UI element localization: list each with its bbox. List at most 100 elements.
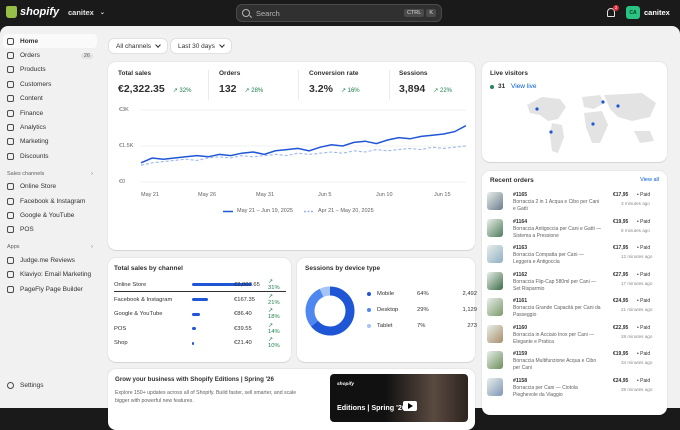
view-live-link[interactable]: View live bbox=[511, 83, 537, 90]
channel-change: ↗ 21% bbox=[268, 293, 280, 306]
device-row-mobile[interactable]: Mobile 64% 2,492 bbox=[367, 288, 477, 300]
sidebar-item-online-store[interactable]: Online Store bbox=[3, 180, 97, 194]
x-tick-label: Jun 15 bbox=[434, 192, 451, 198]
visitor-dot bbox=[535, 107, 539, 111]
order-row[interactable]: #1163 Borraccia Compatta per Cani — Legge… bbox=[487, 243, 663, 267]
date-range-filter[interactable]: Last 30 days bbox=[170, 38, 232, 54]
product-thumbnail bbox=[487, 377, 503, 396]
x-tick-label: Jun 10 bbox=[376, 192, 393, 198]
legend-dot-icon bbox=[367, 324, 371, 328]
user-menu[interactable]: CA canitex bbox=[626, 6, 670, 19]
order-status: • Paid bbox=[637, 298, 651, 304]
store-icon bbox=[7, 183, 14, 191]
order-id: #1163 bbox=[513, 245, 528, 251]
chevron-down-icon bbox=[155, 42, 161, 48]
live-visitors-count: 31 bbox=[490, 83, 505, 90]
order-product-name: Borraccia Compatta per Cani — Leggera e … bbox=[513, 252, 584, 265]
product-thumbnail bbox=[487, 192, 503, 210]
sidebar-item-settings[interactable]: Settings bbox=[3, 378, 97, 392]
order-product-name: Borraccia per Cani — Ciotola Pieghevole … bbox=[513, 384, 578, 398]
pagefly-icon bbox=[7, 285, 14, 293]
sidebar-item-klaviyo[interactable]: Klaviyo: Email Marketing bbox=[3, 267, 97, 281]
order-id: #1164 bbox=[513, 218, 528, 225]
order-row[interactable]: #1158 Borraccia per Cani — Ciotola Pieghe… bbox=[487, 376, 663, 400]
order-row[interactable]: #1159 Borraccia Multifunzione Acqua e Cib… bbox=[487, 349, 663, 373]
metric-sessions[interactable]: Sessions 3,894 ↗ 22% bbox=[399, 70, 452, 95]
sidebar-item-analytics[interactable]: Analytics bbox=[3, 120, 97, 134]
sidebar-item-home[interactable]: Home bbox=[3, 34, 97, 49]
sidebar-item-content[interactable]: Content bbox=[3, 92, 97, 106]
sidebar-item-judgeme[interactable]: Judge.me Reviews bbox=[3, 253, 97, 267]
order-price: €17,95 bbox=[613, 192, 629, 198]
channel-change: ↗ 10% bbox=[268, 337, 280, 349]
judgeme-icon bbox=[7, 256, 14, 264]
order-row[interactable]: #1160 Borraccia in Acciaio Inox per Cani … bbox=[487, 323, 663, 347]
sidebar-item-discounts[interactable]: Discounts bbox=[3, 149, 97, 163]
order-time: 12 minutes ago bbox=[621, 254, 653, 259]
sidebar-item-marketing[interactable]: Marketing bbox=[3, 135, 97, 149]
channel-amount: €39.55 bbox=[234, 325, 252, 332]
view-all-orders-link[interactable]: View all bbox=[640, 177, 659, 183]
order-row[interactable]: #1165 Borraccia 2 in 1 Acqua e Cibo per C… bbox=[487, 190, 663, 214]
device-count: 273 bbox=[467, 323, 477, 329]
x-tick-label: May 31 bbox=[256, 192, 275, 198]
sidebar-item-pagefly[interactable]: PageFly Page Builder bbox=[3, 282, 97, 296]
device-name: Desktop bbox=[377, 307, 399, 313]
sidebar-item-finance[interactable]: Finance bbox=[3, 106, 97, 120]
sales-channels-header[interactable]: Sales channels › bbox=[7, 170, 93, 177]
search-icon bbox=[242, 9, 250, 17]
order-price: €19,95 bbox=[613, 218, 629, 225]
play-icon[interactable] bbox=[403, 401, 417, 411]
device-row-desktop[interactable]: Desktop 29% 1,129 bbox=[367, 304, 477, 316]
sidebar-item-customers[interactable]: Customers bbox=[3, 77, 97, 91]
channel-row[interactable]: Google & YouTube €86.40 ↗ 18% bbox=[114, 307, 286, 321]
sidebar-item-pos[interactable]: POS bbox=[3, 223, 97, 237]
channel-row[interactable]: Facebook & Instagram €167.35 ↗ 21% bbox=[114, 293, 286, 307]
product-thumbnail bbox=[487, 298, 503, 316]
x-tick-label: May 21 bbox=[141, 192, 160, 198]
y-tick-label: €1.5K bbox=[119, 143, 134, 149]
chevron-down-icon bbox=[219, 42, 225, 48]
promo-title: Grow your business with Shopify Editions… bbox=[115, 376, 274, 383]
device-row-tablet[interactable]: Tablet 7% 273 bbox=[367, 320, 477, 332]
recent-orders-title: Recent orders bbox=[490, 177, 534, 184]
metric-orders[interactable]: Orders 132 ↗ 28% bbox=[219, 70, 264, 95]
channel-row[interactable]: Shop €21.40 ↗ 10% bbox=[114, 336, 286, 350]
channel-row[interactable]: POS €39.55 ↗ 14% bbox=[114, 322, 286, 336]
promo-video[interactable]: shopify Editions | Spring '26 bbox=[330, 374, 468, 422]
device-name: Tablet bbox=[377, 323, 393, 329]
order-row[interactable]: #1162 Borraccia Flip-Cap 580ml per Cani —… bbox=[487, 270, 663, 294]
channel-amount: €2,007.65 bbox=[234, 281, 260, 288]
order-price: €27,95 bbox=[613, 271, 629, 278]
orders-count-badge: 26 bbox=[80, 52, 93, 59]
order-row[interactable]: #1161 Borraccia Grande Capacità per Cani … bbox=[487, 296, 663, 320]
product-thumbnail bbox=[487, 245, 503, 263]
marketing-icon bbox=[7, 138, 14, 146]
shortcut-hint: CTRL K bbox=[403, 9, 436, 17]
metric-conversion-rate[interactable]: Conversion rate 3.2% ↗ 16% bbox=[309, 70, 360, 95]
shopify-logo[interactable]: shopify bbox=[6, 6, 59, 18]
apps-header[interactable]: Apps › bbox=[7, 244, 93, 251]
device-count: 1,129 bbox=[462, 307, 477, 313]
sidebar-item-google[interactable]: Google & YouTube bbox=[3, 208, 97, 222]
channel-amount: €21.40 bbox=[234, 340, 252, 346]
channel-filter[interactable]: All channels bbox=[108, 38, 169, 54]
chevron-right-icon: › bbox=[91, 170, 93, 177]
legend-current: May 21 – Jun 19, 2025 bbox=[223, 208, 293, 214]
gear-icon bbox=[7, 381, 14, 389]
sidebar-item-facebook[interactable]: Facebook & Instagram bbox=[3, 194, 97, 208]
sessions-by-device-card: Sessions by device type Mobile 64% 2,492 De… bbox=[297, 258, 477, 362]
channel-row[interactable]: Online Store €2,007.65 ↗ 31% bbox=[114, 278, 286, 292]
order-id: #1162 bbox=[513, 271, 528, 278]
store-switcher[interactable]: canitex ⌄ bbox=[68, 8, 105, 17]
metric-total-sales[interactable]: Total sales €2,322.35 ↗ 32% bbox=[118, 70, 192, 95]
order-time: 8 minutes ago bbox=[621, 227, 650, 233]
search-input[interactable]: Search CTRL K bbox=[236, 4, 442, 22]
content-icon bbox=[7, 95, 14, 103]
order-row[interactable]: #1164 Borraccia Antigoccia per Cani e Gat… bbox=[487, 217, 663, 241]
order-time: 39 minutes ago bbox=[621, 386, 653, 392]
bell-icon[interactable] bbox=[607, 8, 615, 17]
order-product-name: Borraccia Grande Capacità per Cani da Pa… bbox=[513, 305, 601, 318]
sidebar-item-orders[interactable]: Orders 26 bbox=[3, 48, 97, 62]
sidebar-item-products[interactable]: Products bbox=[3, 63, 97, 77]
